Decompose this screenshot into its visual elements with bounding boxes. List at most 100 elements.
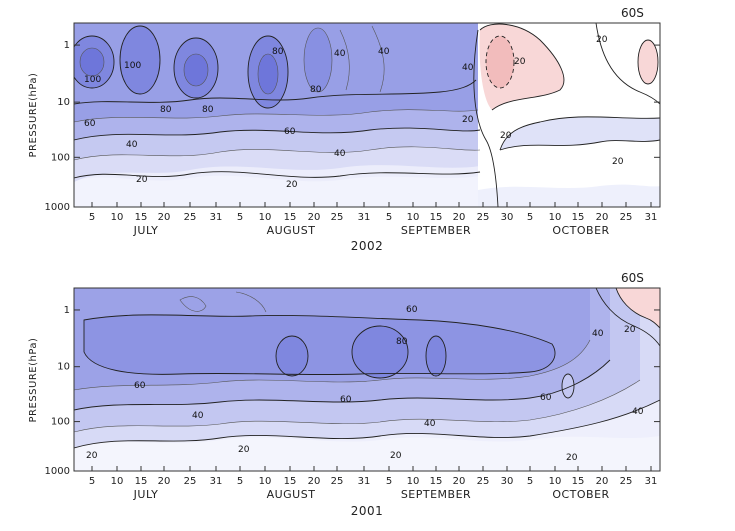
x-tick-label: 25 — [184, 476, 197, 487]
x-axis-title: 2001 — [351, 504, 384, 518]
x-tick-label: 10 — [407, 476, 420, 487]
contour-label: 80 — [272, 47, 284, 57]
month-label: SEPTEMBER — [401, 488, 471, 501]
x-tick-label: 20 — [308, 476, 321, 487]
y-tick-label: 100 — [51, 417, 70, 428]
x-tick-label: 5 — [527, 212, 533, 223]
contour-label: 80 — [160, 105, 172, 115]
contour-label: 40 — [592, 329, 604, 339]
contour-label: 40 — [192, 411, 204, 421]
x-tick-label: 25 — [477, 212, 490, 223]
y-tick-label: 10 — [57, 362, 70, 373]
month-labels: JULY AUGUST SEPTEMBER OCTOBER — [133, 224, 610, 237]
x-tick-label: 5 — [237, 212, 243, 223]
latitude-label: 60S — [621, 6, 644, 20]
contour-label: 20 — [566, 453, 578, 463]
y-axis: 1 10 100 1000 — [45, 305, 660, 477]
contour-label: 20 — [286, 180, 298, 190]
contour-label: 20 — [136, 175, 148, 185]
contour-label: 80 — [310, 85, 322, 95]
panel-2002-field — [74, 23, 660, 207]
month-label: JULY — [133, 488, 159, 501]
month-label: SEPTEMBER — [401, 224, 471, 237]
contour-label: 20 — [596, 35, 608, 45]
x-tick-label: 31 — [210, 212, 223, 223]
x-tick-label: 10 — [259, 212, 272, 223]
month-labels: JULY AUGUST SEPTEMBER OCTOBER — [133, 488, 610, 501]
x-tick-label: 20 — [453, 212, 466, 223]
contour-label: 40 — [126, 140, 138, 150]
x-tick-label: 25 — [184, 212, 197, 223]
x-tick-label: 5 — [89, 476, 95, 487]
x-tick-label: 15 — [572, 476, 585, 487]
contour-label: 60 — [84, 119, 96, 129]
x-tick-label: 15 — [430, 476, 443, 487]
contour-label: 40 — [334, 49, 346, 59]
x-tick-label: 30 — [501, 476, 514, 487]
contour-label: 40 — [632, 407, 644, 417]
x-tick-label: 10 — [407, 212, 420, 223]
x-axis-title: 2002 — [351, 239, 384, 253]
x-tick-label: 10 — [111, 476, 124, 487]
month-label: AUGUST — [267, 224, 316, 237]
month-label: AUGUST — [267, 488, 316, 501]
x-tick-label: 15 — [135, 476, 148, 487]
contour-label: 20 — [462, 115, 474, 125]
panel-2001-contour-labels: 80 60 60 60 60 40 40 40 40 20 20 20 20 2… — [86, 305, 644, 463]
latitude-label: 60S — [621, 271, 644, 285]
x-tick-label: 15 — [284, 212, 297, 223]
contour-label: 60 — [406, 305, 418, 315]
contour-label: 20 — [500, 131, 512, 141]
x-tick-label: 5 — [89, 212, 95, 223]
contour-label: 20 — [514, 57, 526, 67]
y-tick-label: 10 — [57, 97, 70, 108]
y-tick-label: 1 — [64, 305, 70, 316]
x-tick-label: 10 — [549, 476, 562, 487]
month-label: OCTOBER — [552, 488, 609, 501]
x-tick-label: 5 — [386, 212, 392, 223]
x-tick-label: 20 — [596, 476, 609, 487]
contour-label: 60 — [540, 393, 552, 403]
contour-label: 100 — [124, 61, 141, 71]
panel-2001: 80 60 60 60 60 40 40 40 40 20 20 20 20 2… — [28, 271, 661, 518]
month-label: JULY — [133, 224, 159, 237]
x-tick-label: 15 — [135, 212, 148, 223]
x-tick-label: 31 — [210, 476, 223, 487]
x-tick-label: 25 — [620, 212, 633, 223]
contour-label: 40 — [424, 419, 436, 429]
y-tick-label: 1000 — [45, 202, 70, 213]
x-tick-label: 25 — [331, 212, 344, 223]
x-axis: 5 10 15 20 25 31 5 10 15 20 25 31 5 10 15 20 25 30 5 10 15 20… — [89, 202, 657, 223]
y-axis: 1 10 100 1000 — [45, 40, 660, 213]
x-tick-label: 31 — [358, 476, 371, 487]
panel-2002-contour-labels: 100 100 80 80 80 80 60 60 40 40 40 40 40… — [84, 35, 624, 190]
x-tick-label: 15 — [284, 476, 297, 487]
x-tick-label: 20 — [308, 212, 321, 223]
contour-label: 20 — [86, 451, 98, 461]
panel-2002: 100 100 80 80 80 80 60 60 40 40 40 40 40… — [28, 6, 661, 253]
y-tick-label: 1000 — [45, 466, 70, 477]
x-tick-label: 20 — [158, 212, 171, 223]
x-tick-label: 25 — [620, 476, 633, 487]
contour-label: 60 — [134, 381, 146, 391]
contour-label: 100 — [84, 75, 101, 85]
x-tick-label: 31 — [358, 212, 371, 223]
x-tick-label: 5 — [237, 476, 243, 487]
month-label: OCTOBER — [552, 224, 609, 237]
contour-label: 40 — [334, 149, 346, 159]
x-tick-label: 30 — [501, 212, 514, 223]
x-tick-label: 20 — [158, 476, 171, 487]
x-tick-label: 15 — [572, 212, 585, 223]
panel-2002-frame — [73, 22, 661, 208]
x-tick-label: 20 — [453, 476, 466, 487]
y-axis-title: PRESSURE(hPa) — [28, 73, 39, 158]
panel-2001-field — [74, 288, 660, 471]
contour-label: 80 — [202, 105, 214, 115]
x-tick-label: 10 — [111, 212, 124, 223]
x-tick-label: 15 — [430, 212, 443, 223]
x-tick-label: 20 — [596, 212, 609, 223]
panel-2001-frame — [73, 287, 661, 472]
contour-label: 20 — [238, 445, 250, 455]
y-tick-label: 1 — [64, 40, 70, 51]
